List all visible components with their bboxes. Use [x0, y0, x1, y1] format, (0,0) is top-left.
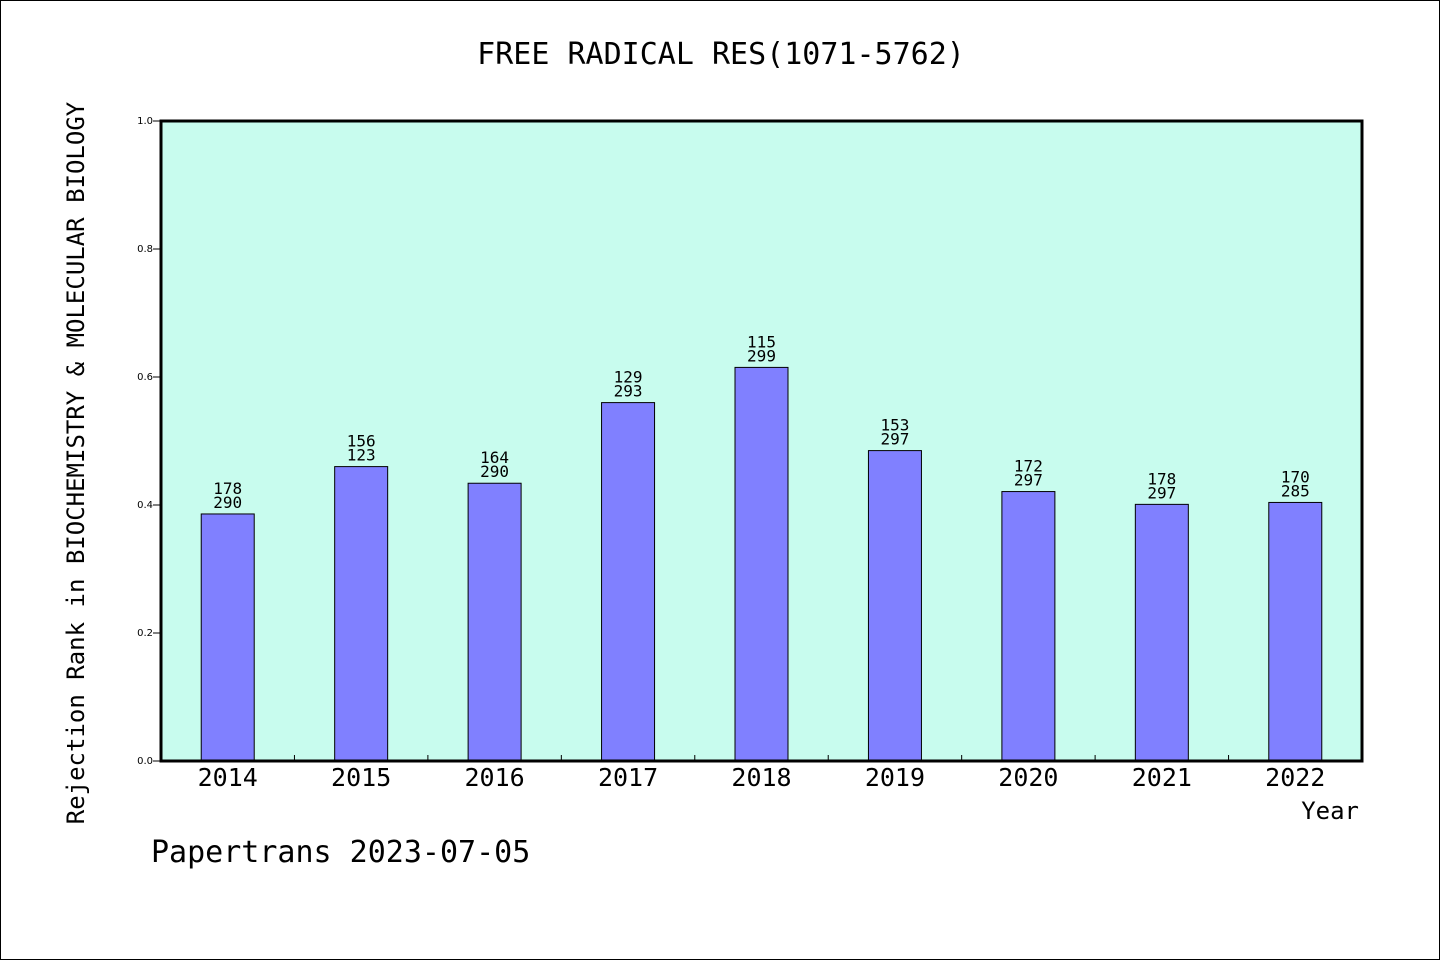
chart-title: FREE RADICAL RES(1071-5762) [477, 37, 965, 72]
bar [867, 450, 922, 762]
x-tick-label: 2017 [598, 763, 658, 792]
y-tick-label: 0.2 [137, 628, 153, 639]
x-tick-label: 2015 [331, 763, 391, 792]
x-tick-label: 2018 [731, 763, 791, 792]
x-tick-label: 2021 [1132, 763, 1192, 792]
bar-label-top: 178 [213, 479, 242, 498]
bar [1134, 503, 1189, 762]
y-tick-label: 0.8 [137, 244, 153, 255]
x-axis-label: Year [1301, 797, 1359, 825]
bar [601, 402, 656, 762]
bar-label-bottom: 297 [1147, 483, 1176, 502]
bar-label-bottom: 290 [480, 462, 509, 481]
bar-label-top: 170 [1281, 467, 1310, 486]
plot-frame [159, 119, 1364, 763]
x-tick-label: 2019 [865, 763, 925, 792]
bar-label-bottom: 299 [747, 346, 776, 365]
bar-label-top: 164 [480, 448, 509, 467]
y-tick-label: 1.0 [137, 116, 153, 127]
y-tick-label: 0.4 [137, 500, 153, 511]
watermark-text: Papertrans 2023-07-05 [151, 835, 531, 870]
bar [734, 366, 789, 762]
bar [1268, 501, 1323, 762]
y-tick-label: 0.6 [137, 372, 153, 383]
bar-label-bottom: 123 [347, 446, 376, 465]
x-tick-label: 2022 [1265, 763, 1325, 792]
x-tick-label: 2014 [198, 763, 258, 792]
bar-label-top: 129 [614, 368, 643, 387]
bar-label-top: 153 [880, 416, 909, 435]
bar [467, 482, 522, 762]
bar-label-bottom: 293 [614, 382, 643, 401]
bar-label-bottom: 290 [213, 493, 242, 512]
bar-label-bottom: 297 [1014, 471, 1043, 490]
bar [334, 466, 389, 762]
bar [1001, 491, 1056, 762]
y-tick-label: 0.0 [137, 756, 153, 767]
bar-label-top: 178 [1147, 469, 1176, 488]
bar-label-top: 156 [347, 432, 376, 451]
bar-label-top: 115 [747, 332, 776, 351]
bar-label-bottom: 297 [880, 430, 909, 449]
x-tick-label: 2016 [465, 763, 525, 792]
x-tick-label: 2020 [998, 763, 1058, 792]
bar [200, 513, 255, 762]
bar-label-top: 172 [1014, 457, 1043, 476]
bar-label-bottom: 285 [1281, 481, 1310, 500]
